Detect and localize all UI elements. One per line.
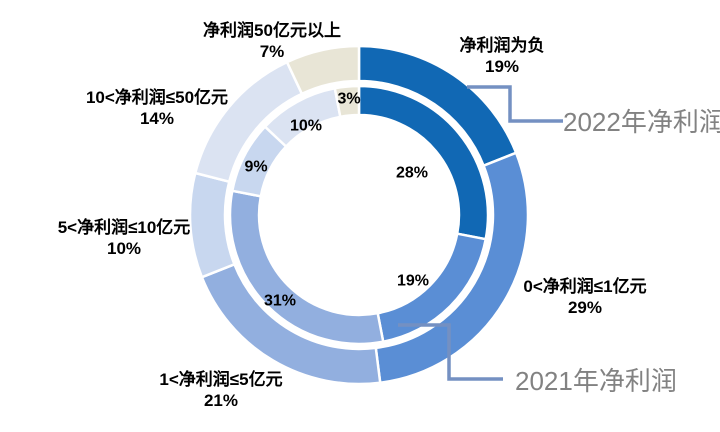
outer-label-cat5-name: 净利润50亿元以上 — [203, 20, 341, 40]
outer-label-cat3: 5<净利润≤10亿元 10% — [58, 217, 191, 259]
inner-pct-label-cat2: 31% — [264, 293, 296, 310]
inner-pct-label-cat3: 9% — [244, 159, 267, 176]
outer-label-cat4-name: 10<净利润≤50亿元 — [85, 87, 229, 107]
segment-2021-cat5 — [333, 84, 361, 119]
inner-pct-label-cat0: 28% — [396, 165, 428, 182]
outer-label-cat2: 1<净利润≤5亿元 21% — [159, 369, 282, 411]
outer-label-cat0: 净利润为负 19% — [460, 35, 545, 77]
outer-label-cat2-name: 1<净利润≤5亿元 — [159, 369, 283, 389]
inner-pct-label-cat4: 10% — [290, 118, 322, 135]
outer-label-cat3-pct: 10% — [106, 238, 142, 258]
outer-label-cat4-pct: 14% — [139, 108, 175, 128]
outer-label-cat5-pct: 7% — [259, 41, 285, 61]
outer-label-cat4: 10<净利润≤50亿元 14% — [86, 87, 228, 129]
callout-line-2022 — [467, 85, 563, 123]
outer-label-cat1-pct: 29% — [567, 297, 603, 317]
outer-label-cat2-pct: 21% — [203, 390, 239, 410]
inner-pct-label-cat1: 19% — [397, 273, 429, 290]
outer-label-cat0-pct: 19% — [484, 56, 520, 76]
segment-2022-cat3 — [188, 171, 236, 279]
series-label-2022: 2022年净利润 — [563, 107, 720, 137]
outer-label-cat5: 净利润50亿元以上 7% — [203, 20, 341, 62]
segment-2022-cat5 — [285, 44, 361, 96]
inner-pct-label-cat5: 3% — [337, 91, 360, 108]
outer-label-cat1: 0<净利润≤1亿元 29% — [523, 276, 646, 318]
series-label-2021: 2021年净利润 — [515, 366, 677, 396]
outer-label-cat0-name: 净利润为负 — [459, 35, 545, 55]
outer-label-cat3-name: 5<净利润≤10亿元 — [57, 217, 191, 237]
callout-line-2021 — [398, 323, 503, 381]
outer-label-cat1-name: 0<净利润≤1亿元 — [523, 276, 647, 296]
